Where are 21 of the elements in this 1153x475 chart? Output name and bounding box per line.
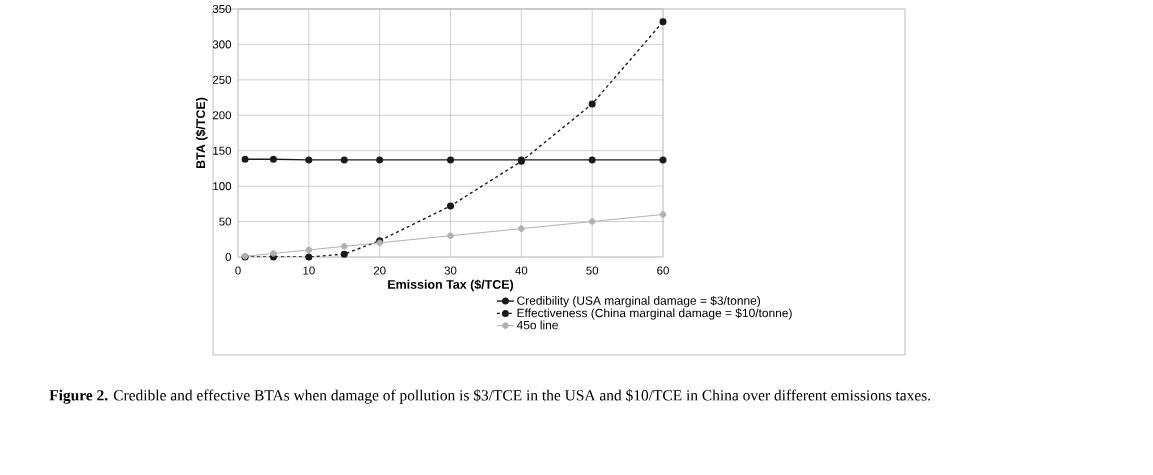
y-tick-label: 300: [212, 40, 232, 49]
x-tick-label: 30: [444, 266, 457, 275]
x-axis-title: Emission Tax ($/TCE): [388, 279, 514, 292]
y-tick-label: 100: [213, 182, 232, 191]
x-tick-label: 40: [515, 266, 528, 275]
y-tick-label: 250: [212, 75, 232, 84]
x-tick-label: 60: [657, 266, 669, 275]
y-tick-label: 350: [212, 4, 232, 14]
legend-label: Credibility (USA marginal damage = $3/tonne): [517, 295, 761, 308]
x-tick-label: 0: [235, 266, 241, 275]
legend-label: Effectiveness (China marginal damage = $10/tonne): [517, 308, 792, 320]
x-tick-label: 20: [373, 266, 386, 275]
y-tick-label: 0: [225, 252, 232, 262]
y-tick-label: 150: [213, 146, 232, 155]
legend-label: 45o line: [516, 320, 558, 330]
y-tick-label: 200: [212, 111, 232, 120]
y-tick-label: 50: [219, 217, 232, 226]
y-axis-title: BTA ($/TCE): [195, 97, 208, 169]
x-tick-label: 10: [303, 266, 315, 275]
text: Figure 2. Credible and effective BTAs when damage of pollution is $3/TCE in the USA and $10/TCE in China over different emissions taxes.: [49, 389, 931, 404]
x-tick-label: 50: [586, 266, 599, 275]
